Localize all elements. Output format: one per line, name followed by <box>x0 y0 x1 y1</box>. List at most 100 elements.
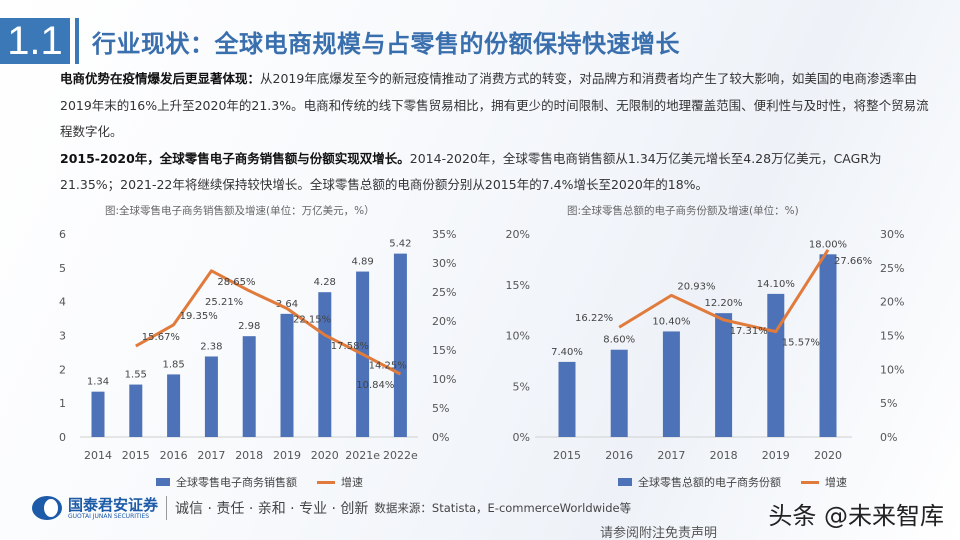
bar-label: 1.55 <box>125 370 147 381</box>
right-axis-tick: 5% <box>432 402 449 415</box>
x-axis-tick: 2015 <box>122 449 150 462</box>
bar-label: 10.40% <box>652 316 690 327</box>
x-axis-tick: 2017 <box>657 449 685 462</box>
right-axis-tick: 0% <box>432 431 449 444</box>
line-label: 16.22% <box>575 313 613 324</box>
x-axis-tick: 2019 <box>762 449 790 462</box>
x-axis-tick: 2015 <box>553 449 581 462</box>
chart1-legend: 全球零售电子商务销售额 增速 <box>156 474 363 490</box>
x-axis-tick: 2022e <box>383 449 418 462</box>
bar-label: 4.28 <box>314 277 336 288</box>
bar <box>318 292 332 437</box>
bar <box>91 391 105 437</box>
x-axis-tick: 2021e <box>345 449 380 462</box>
x-axis-tick: 2019 <box>273 449 301 462</box>
line-label: 17.58% <box>331 341 369 352</box>
left-axis-tick: 3 <box>59 330 66 343</box>
right-axis-tick: 0% <box>880 431 897 444</box>
body-text: 电商优势在疫情爆发后更显著体现：从2019年底爆发至今的新冠疫情推动了消费方式的… <box>60 66 930 199</box>
bar-label: 14.10% <box>757 279 795 290</box>
line-label: 28.65% <box>217 277 255 288</box>
chart2-title: 图:全球零售总额的电子商务份额及增速(单位：%) <box>567 205 799 217</box>
left-axis-tick: 6 <box>59 228 66 241</box>
bar-label: 2.38 <box>200 341 222 352</box>
x-axis-tick: 2016 <box>605 449 633 462</box>
legend-bar-swatch <box>618 478 632 486</box>
left-axis-tick: 20% <box>506 228 530 241</box>
line-label: 10.84% <box>356 380 394 391</box>
line-label: 20.93% <box>677 281 715 292</box>
x-axis-tick: 2020 <box>311 449 339 462</box>
right-axis-tick: 30% <box>432 257 456 270</box>
section-number: 1.1 <box>0 18 70 64</box>
company-logo: 国泰君安证券 GUOTAI JUNAN SECURITIES <box>68 497 158 520</box>
x-axis-tick: 2016 <box>160 449 188 462</box>
right-axis-tick: 25% <box>880 262 904 275</box>
bar <box>610 349 628 437</box>
bar-label: 5.42 <box>389 239 411 250</box>
bar <box>129 384 143 437</box>
footer: 国泰君安证券 GUOTAI JUNAN SECURITIES 诚信 · 责任 ·… <box>32 496 631 520</box>
growth-line <box>618 249 830 334</box>
p2-text: 2014-2020年，全球零售电商销售额从1.34万亿美元增长至4.28万亿美元… <box>60 150 882 193</box>
chart2-legend: 全球零售总额的电子商务份额 增速 <box>618 474 847 490</box>
watermark: 头条 @未来智库 <box>768 502 944 530</box>
right-axis-tick: 5% <box>880 397 897 410</box>
chart1-title: 图:全球零售电子商务销售额及增速(单位：万亿美元，%） <box>105 205 375 217</box>
right-axis-tick: 25% <box>432 286 456 299</box>
legend-bar-label: 全球零售总额的电子商务份额 <box>638 476 781 489</box>
legend-line-label: 增速 <box>825 476 847 489</box>
x-axis-tick: 2018 <box>235 449 263 462</box>
bar-label: 12.20% <box>705 298 743 309</box>
bar <box>558 361 576 437</box>
bar <box>393 253 407 437</box>
left-axis-tick: 2 <box>59 363 66 376</box>
bar <box>280 313 294 437</box>
right-axis-tick: 15% <box>880 330 904 343</box>
bar-label: 2.98 <box>238 321 260 332</box>
line-label: 19.35% <box>180 311 218 322</box>
title-divider <box>75 18 79 64</box>
bar-label: 18.00% <box>809 239 847 250</box>
legend-bar-swatch <box>156 478 170 486</box>
bar <box>715 313 733 437</box>
logo-cn: 国泰君安证券 <box>68 495 159 514</box>
right-axis-tick: 15% <box>432 344 456 357</box>
legend-line-swatch <box>801 480 819 484</box>
line-label: 22.15% <box>293 315 331 326</box>
x-axis-tick: 2017 <box>197 449 225 462</box>
p2-bold: 2015-2020年，全球零售电子商务销售额与份额实现双增长。 <box>60 150 410 166</box>
legend-line-label: 增速 <box>341 476 363 489</box>
p1-bold: 电商优势在疫情爆发后更显著体现： <box>60 71 261 86</box>
growth-line <box>135 269 402 376</box>
left-axis-tick: 0 <box>59 431 66 444</box>
right-axis-tick: 30% <box>880 228 904 241</box>
legend-line-swatch <box>317 480 335 484</box>
bar <box>167 374 181 437</box>
bar-label: 3.64 <box>276 299 298 310</box>
left-axis-tick: 5% <box>513 380 530 393</box>
p1-text: 从2019年底爆发至今的新冠疫情推动了消费方式的转变，对品牌方和消费者均产生了较… <box>60 71 929 139</box>
bar <box>204 356 218 437</box>
right-axis-tick: 35% <box>432 228 456 241</box>
x-axis-tick: 2018 <box>710 449 738 462</box>
line-label: 17.31% <box>730 326 768 337</box>
right-axis-tick: 20% <box>432 315 456 328</box>
footer-divider <box>166 496 168 520</box>
line-label: 25.21% <box>205 297 243 308</box>
data-source: 数据来源：Statista，E-commerceWorldwide等 <box>374 501 632 515</box>
x-axis-tick: 2014 <box>84 449 112 462</box>
line-label: 15.57% <box>782 338 820 349</box>
line-label: 15.67% <box>142 332 180 343</box>
x-axis-tick: 2020 <box>814 449 842 462</box>
bar-label: 7.40% <box>551 347 583 358</box>
legend-bar-label: 全球零售电子商务销售额 <box>176 476 297 489</box>
logo-en: GUOTAI JUNAN SECURITIES <box>68 512 150 520</box>
bar <box>819 254 837 437</box>
left-axis-tick: 0% <box>513 431 530 444</box>
right-axis-tick: 10% <box>432 373 456 386</box>
left-axis-tick: 1 <box>59 397 66 410</box>
paragraph-2: 2015-2020年，全球零售电子商务销售额与份额实现双增长。2014-2020… <box>60 146 930 199</box>
